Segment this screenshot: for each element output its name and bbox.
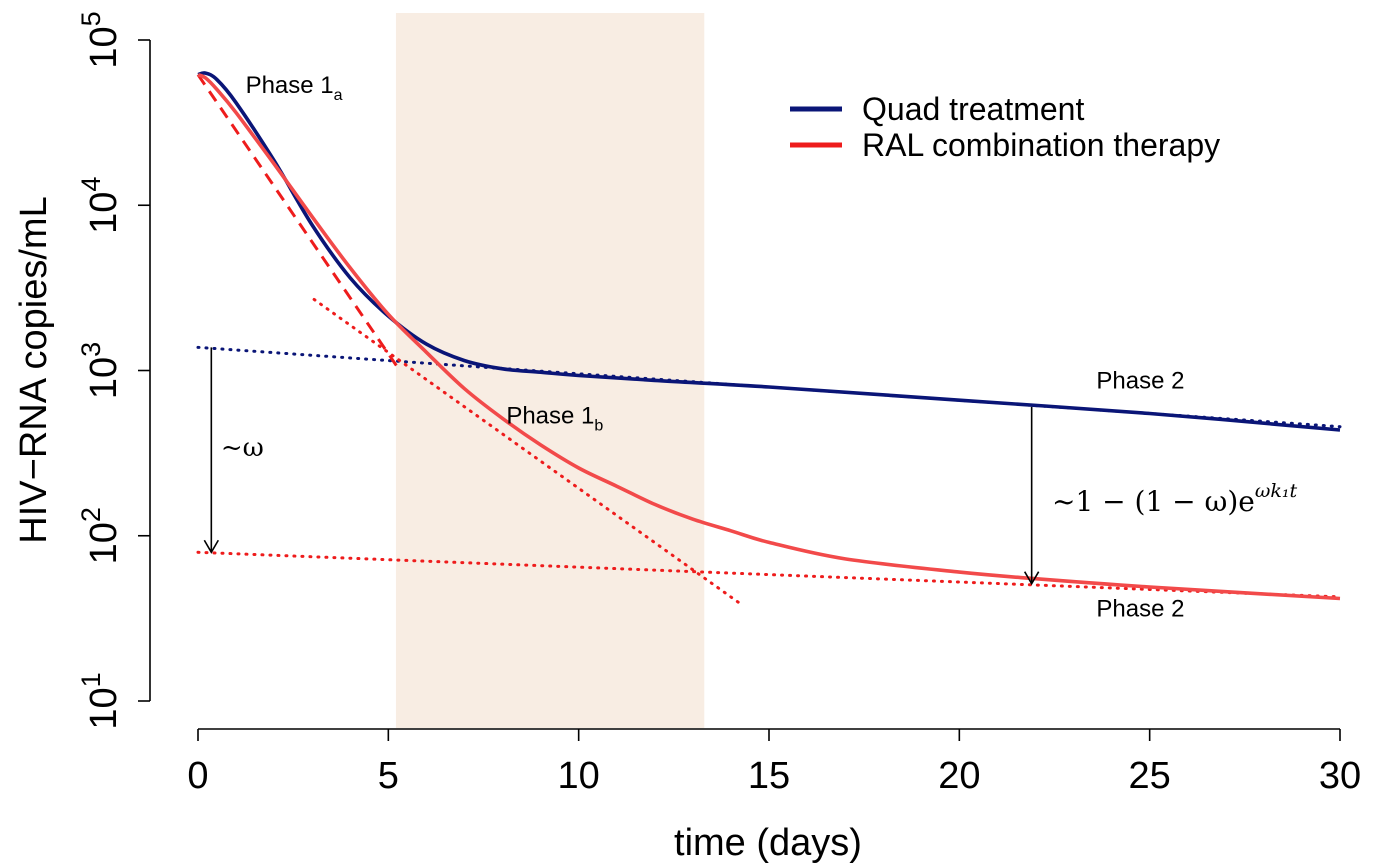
x-tick-label-0: 0	[187, 755, 208, 797]
omega-arrow-head	[203, 539, 220, 554]
series-lines	[197, 71, 1341, 601]
x-axis-title: time (days)	[674, 822, 862, 863]
y-tick-label-3: 103	[76, 342, 125, 399]
guide-line-2	[196, 550, 1342, 599]
phase2-gap-exponent: ωk₁t	[1255, 480, 1298, 502]
y-tick-base: 10	[83, 192, 125, 234]
y-tick-exponent: 2	[76, 507, 106, 522]
y-tick-label-5: 105	[76, 11, 125, 68]
x-tick-label-30: 30	[1319, 755, 1361, 797]
y-tick-label-1: 101	[76, 672, 125, 729]
guide-line-4	[196, 73, 401, 372]
guide-line-3	[312, 297, 744, 607]
x-tick-label-10: 10	[558, 755, 600, 797]
phase-label-3: Phase 2	[1096, 368, 1184, 395]
phase-label-1: Phase 1a	[246, 72, 343, 104]
omega-arrow	[203, 347, 220, 554]
y-tick-exponent: 5	[76, 11, 106, 26]
y-tick-label-4: 104	[76, 177, 125, 234]
x-tick-label-25: 25	[1129, 755, 1171, 797]
phase2-gap-arrow	[1023, 406, 1040, 586]
phase2-gap-label: ~1 − (1 − ω)eωk₁t	[1052, 480, 1297, 518]
series-line-1	[197, 71, 1341, 432]
omega-label: ~ω	[221, 433, 264, 463]
series-line-2	[197, 73, 1341, 601]
y-tick-exponent: 3	[76, 342, 106, 357]
x-tick-label-15: 15	[748, 755, 790, 797]
y-tick-exponent: 1	[76, 672, 106, 687]
y-tick-base: 10	[83, 26, 125, 68]
y-tick-exponent: 4	[76, 177, 106, 192]
phase-label-2: Phase 1b	[506, 402, 603, 434]
y-axis-title: HIV−RNA copies/mL	[13, 196, 55, 543]
y-tick-base: 10	[83, 522, 125, 564]
legend-label-2: RAL combination therapy	[862, 127, 1220, 163]
legend-label-1: Quad treatment	[862, 91, 1084, 127]
phase-label-subscript: b	[594, 417, 603, 434]
phase-label-subscript: a	[334, 87, 343, 104]
phase-labels: Phase 1a Phase 1b Phase 2 Phase 2	[246, 72, 1185, 623]
y-tick-base: 10	[83, 687, 125, 729]
phase-label-4: Phase 2	[1096, 596, 1184, 623]
x-tick-label-5: 5	[378, 755, 399, 797]
phase2-gap-arrow-head	[1023, 571, 1040, 586]
x-tick-label-20: 20	[938, 755, 980, 797]
y-tick-label-2: 102	[76, 507, 125, 564]
y-tick-base: 10	[83, 357, 125, 399]
